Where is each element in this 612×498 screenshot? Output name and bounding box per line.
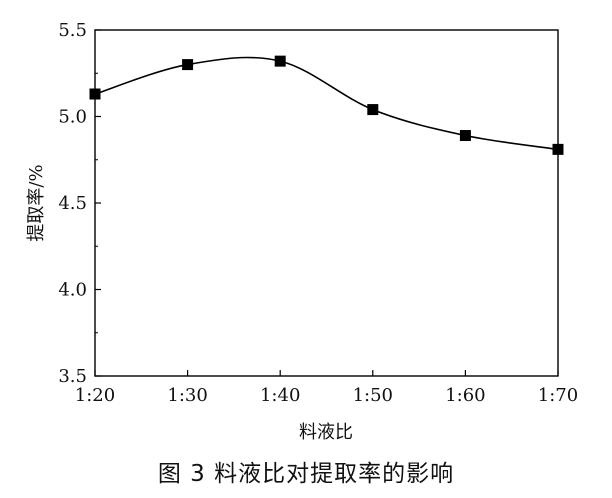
series-line (94, 56, 559, 151)
y-tick-label: 5.5 (58, 20, 87, 41)
x-tick-label: 1:40 (260, 385, 300, 406)
y-tick-label: 4.0 (58, 280, 87, 301)
data-point-marker (182, 59, 194, 71)
ticks (94, 29, 559, 377)
x-tick-label: 1:20 (75, 385, 115, 406)
data-point-marker (459, 130, 471, 142)
y-tick-label: 3.5 (58, 366, 87, 387)
y-tick-label: 5.0 (58, 107, 87, 128)
x-tick-label: 1:50 (353, 385, 393, 406)
x-tick-label: 1:60 (445, 385, 485, 406)
x-axis-label: 料液比 (299, 422, 353, 443)
data-point-marker (274, 55, 286, 67)
y-axis-label: 提取率/% (26, 164, 47, 241)
plot-frame (94, 29, 559, 377)
x-tick-label: 1:30 (167, 385, 207, 406)
y-tick-labels: 3.5 4.0 4.5 5.0 5.5 (58, 20, 87, 387)
x-tick-labels: 1:20 1:30 1:40 1:50 1:60 1:70 (75, 385, 578, 406)
line-chart: 1:20 1:30 1:40 1:50 1:60 1:70 3.5 4.0 4.5 5.0 5.5… (26, 20, 578, 443)
y-tick-label: 4.5 (58, 193, 87, 214)
x-tick-label: 1:70 (538, 385, 578, 406)
figure-caption: 图 3 料液比对提取率的影响 (157, 461, 455, 487)
data-point-marker (367, 104, 379, 116)
